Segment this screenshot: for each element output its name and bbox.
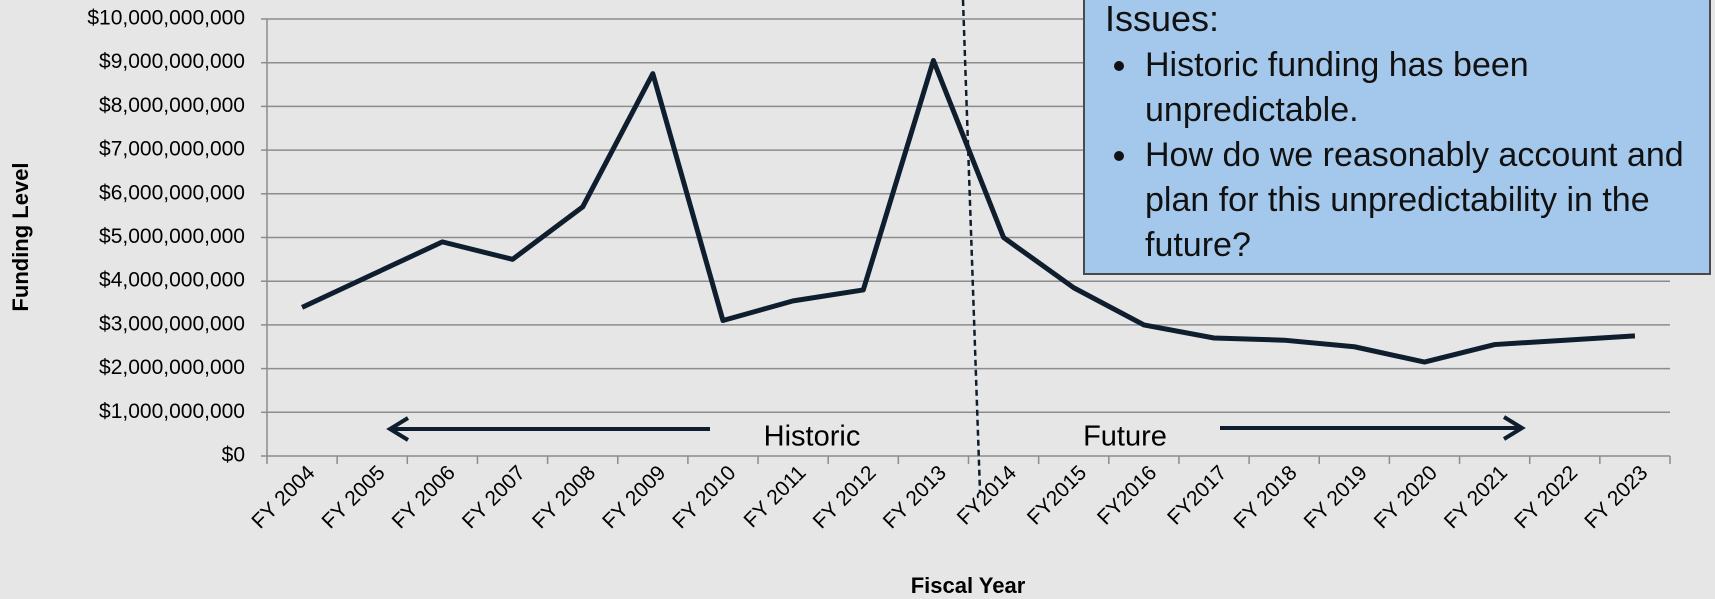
y-tick-label: $2,000,000,000 xyxy=(99,356,245,379)
x-tick-label: FY 2010 xyxy=(668,461,740,533)
x-tick-label: FY 2021 xyxy=(1440,461,1512,533)
x-tick-label: FY 2005 xyxy=(318,461,390,533)
x-axis-title: Fiscal Year xyxy=(911,573,1026,598)
historic-label: Historic xyxy=(764,421,861,453)
x-tick-label: FY 2012 xyxy=(809,461,881,533)
historic-arrowhead xyxy=(386,416,410,442)
y-tick-label: $9,000,000,000 xyxy=(99,50,245,73)
y-axis-title: Funding Level xyxy=(8,162,33,311)
x-tick-label: FY 2008 xyxy=(528,461,600,533)
x-tick-label: FY 2018 xyxy=(1229,461,1301,533)
divider xyxy=(961,0,982,493)
issue-bullet: Historic funding has been unpredictable. xyxy=(1141,43,1689,133)
x-tick-label: FY 2023 xyxy=(1580,461,1652,533)
x-tick-label: FY 2013 xyxy=(879,461,951,533)
issues-title: Issues: xyxy=(1105,0,1220,39)
x-tick-label: FY 2009 xyxy=(598,461,670,533)
issues-list: Historic funding has been unpredictable.… xyxy=(1105,43,1689,268)
y-tick-label: $8,000,000,000 xyxy=(99,94,245,117)
x-tick-label: FY 2004 xyxy=(247,461,319,533)
y-tick-label: $3,000,000,000 xyxy=(99,312,245,335)
x-tick-label: FY2015 xyxy=(1023,461,1091,529)
y-tick-label: $0 xyxy=(222,444,245,467)
funding-line xyxy=(301,58,1636,365)
y-tick-label: $4,000,000,000 xyxy=(99,269,245,292)
x-tick-label: FY 2019 xyxy=(1300,461,1372,533)
x-tick-label: FY 2006 xyxy=(388,461,460,533)
x-tick-label: FY 2022 xyxy=(1510,461,1582,533)
y-tick-label: $6,000,000,000 xyxy=(99,181,245,204)
x-tick-label: FY2016 xyxy=(1093,461,1161,529)
x-tick-label: FY2014 xyxy=(953,461,1021,529)
x-tick-label: FY 2020 xyxy=(1370,461,1442,533)
issues-box: Issues: Historic funding has been unpred… xyxy=(1083,0,1711,275)
y-tick-label: $1,000,000,000 xyxy=(99,400,245,423)
x-tick-label: FY2017 xyxy=(1163,461,1231,529)
future-label: Future xyxy=(1083,421,1167,453)
future-arrowhead xyxy=(1502,415,1526,441)
y-tick-label: $10,000,000,000 xyxy=(87,7,245,30)
y-tick-label: $5,000,000,000 xyxy=(99,225,245,248)
x-tick-label: FY 2011 xyxy=(740,461,811,532)
x-tick-label: FY 2007 xyxy=(458,461,530,533)
y-tick-label: $7,000,000,000 xyxy=(99,138,245,161)
issue-bullet: How do we reasonably account and plan fo… xyxy=(1141,133,1689,268)
